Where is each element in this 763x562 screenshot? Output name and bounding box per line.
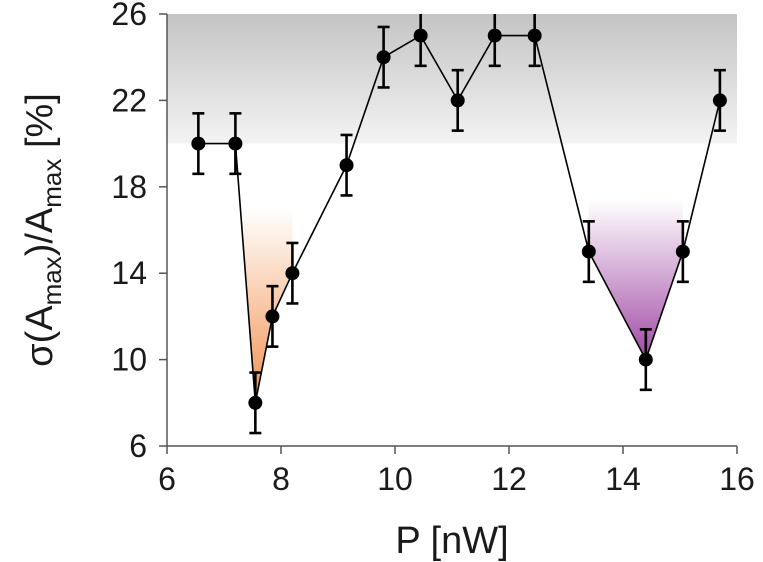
data-point: [527, 28, 542, 43]
x-tick-label: 12: [491, 461, 527, 497]
x-tick-label: 14: [605, 461, 641, 497]
y-axis-label-subscript: max: [37, 256, 67, 305]
x-tick-label: 6: [158, 461, 176, 497]
data-point: [248, 395, 263, 410]
data-point: [191, 136, 206, 151]
data-point: [487, 28, 502, 43]
data-point: [712, 93, 727, 108]
data-point: [450, 93, 465, 108]
y-axis-label-subscript: max: [37, 159, 67, 208]
y-axis-label-part: σ(A: [19, 305, 61, 367]
data-point: [339, 158, 354, 173]
y-axis-label-part: )/A: [19, 207, 61, 256]
y-tick-label: 14: [111, 255, 147, 291]
tick-labels: 6 8 10 12 14 16 6 10 14 18 22 26: [111, 0, 754, 497]
shaded-band: [167, 14, 737, 144]
data-point: [581, 244, 596, 259]
data-point: [376, 50, 391, 65]
y-axis-label-part: [%]: [19, 93, 61, 158]
data-point: [228, 136, 243, 151]
x-tick-label: 16: [719, 461, 755, 497]
y-tick-label: 6: [129, 428, 147, 464]
data-point: [265, 309, 280, 324]
y-tick-label: 22: [111, 82, 147, 118]
x-tick-label: 8: [272, 461, 290, 497]
data-point: [638, 352, 653, 367]
y-axis-label: σ(Amax)/Amax [%]: [19, 93, 67, 367]
data-point: [675, 244, 690, 259]
y-tick-label: 10: [111, 342, 147, 378]
y-tick-label: 18: [111, 169, 147, 205]
y-tick-label: 26: [111, 0, 147, 32]
data-point: [285, 266, 300, 281]
left-valley-fill: [240, 208, 293, 403]
x-axis-label: P [nW]: [395, 520, 508, 562]
data-point: [413, 28, 428, 43]
data-markers: [191, 28, 727, 410]
x-tick-label: 10: [377, 461, 413, 497]
axes: [159, 13, 738, 454]
